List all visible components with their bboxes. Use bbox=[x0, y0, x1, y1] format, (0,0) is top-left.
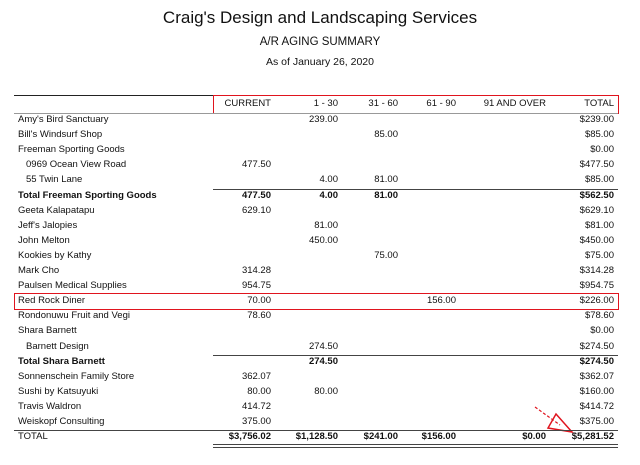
row-cell: $226.00 bbox=[579, 295, 614, 307]
row-label: Geeta Kalapatapu bbox=[18, 204, 95, 216]
row-label: Jeff's Jalopies bbox=[18, 219, 78, 231]
column-header: 91 AND OVER bbox=[483, 98, 546, 109]
row-cell: $954.75 bbox=[579, 280, 614, 292]
row-cell: $274.50 bbox=[579, 340, 614, 352]
row-cell: $274.50 bbox=[579, 355, 614, 367]
row-cell: 477.50 bbox=[241, 189, 271, 201]
subtotal-rule bbox=[213, 188, 618, 190]
row-cell: 450.00 bbox=[308, 234, 338, 246]
row-cell: $314.28 bbox=[579, 265, 614, 276]
row-cell: $414.72 bbox=[579, 400, 614, 412]
row-label: Mark Cho bbox=[18, 265, 60, 276]
column-header: 1 - 30 bbox=[313, 98, 338, 109]
row-cell: 414.72 bbox=[241, 400, 271, 412]
row-label: Amy's Bird Sanctuary bbox=[18, 114, 109, 125]
row-cell: $1,128.50 bbox=[295, 431, 338, 443]
report-subtitle: A/R AGING SUMMARY bbox=[259, 36, 381, 48]
row-cell: $156.00 bbox=[421, 431, 456, 443]
row-cell: $0.00 bbox=[522, 431, 546, 443]
row-cell: $0.00 bbox=[590, 325, 614, 337]
row-cell: 81.00 bbox=[314, 219, 338, 231]
row-cell: $450.00 bbox=[579, 234, 614, 246]
row-cell: 156.00 bbox=[426, 295, 456, 307]
column-header: CURRENT bbox=[224, 98, 271, 109]
row-cell: 85.00 bbox=[374, 129, 398, 141]
row-cell: 477.50 bbox=[241, 159, 271, 171]
total-rule bbox=[14, 430, 618, 432]
row-label: Weiskopf Consulting bbox=[18, 416, 105, 427]
row-cell: $239.00 bbox=[579, 114, 614, 125]
row-label: Total Shara Barnett bbox=[18, 355, 105, 367]
row-cell: 4.00 bbox=[319, 174, 339, 186]
row-cell: 954.75 bbox=[241, 280, 271, 292]
row-cell: $629.10 bbox=[579, 204, 614, 216]
row-cell: 80.00 bbox=[314, 385, 338, 397]
row-cell: $78.60 bbox=[584, 310, 614, 322]
row-cell: 81.00 bbox=[374, 174, 398, 186]
column-header: TOTAL bbox=[584, 98, 614, 109]
row-label: Rondonuwu Fruit and Vegi bbox=[18, 310, 130, 322]
column-header: 31 - 60 bbox=[368, 98, 398, 109]
row-cell: 239.00 bbox=[308, 114, 338, 125]
row-cell: 629.10 bbox=[241, 204, 271, 216]
row-label: Paulsen Medical Supplies bbox=[18, 280, 127, 292]
row-label: Shara Barnett bbox=[18, 325, 77, 337]
row-label: 0969 Ocean View Road bbox=[26, 159, 127, 171]
row-cell: 80.00 bbox=[247, 385, 271, 397]
row-cell: $85.00 bbox=[584, 174, 614, 186]
report-title: Craig's Design and Landscaping Services bbox=[162, 8, 478, 27]
total-label: TOTAL bbox=[18, 431, 48, 443]
row-cell: 362.07 bbox=[241, 370, 271, 382]
row-cell: 4.00 bbox=[319, 189, 339, 201]
row-cell: 274.50 bbox=[308, 355, 338, 367]
row-label: John Melton bbox=[18, 234, 70, 246]
row-cell: 78.60 bbox=[247, 310, 271, 322]
header-underline bbox=[14, 113, 618, 114]
row-cell: $160.00 bbox=[579, 385, 614, 397]
row-cell: 70.00 bbox=[247, 295, 271, 307]
row-cell: $5,281.52 bbox=[571, 431, 614, 443]
total-double-rule bbox=[213, 444, 618, 449]
row-label: 55 Twin Lane bbox=[26, 174, 83, 186]
row-cell: 75.00 bbox=[374, 249, 398, 261]
row-cell: $562.50 bbox=[579, 189, 614, 201]
row-cell: $85.00 bbox=[584, 129, 614, 141]
row-cell: $362.07 bbox=[579, 370, 614, 382]
row-cell: $75.00 bbox=[584, 249, 614, 261]
row-cell: $81.00 bbox=[584, 219, 614, 231]
column-header: 61 - 90 bbox=[426, 98, 456, 109]
row-cell: $3,756.02 bbox=[228, 431, 271, 443]
row-label: Bill's Windsurf Shop bbox=[18, 129, 103, 141]
row-label: Red Rock Diner bbox=[18, 295, 86, 307]
row-label: Travis Waldron bbox=[18, 400, 82, 412]
row-cell: $375.00 bbox=[579, 416, 614, 427]
subtotal-rule bbox=[213, 354, 618, 356]
row-label: Freeman Sporting Goods bbox=[18, 144, 125, 156]
row-cell: 314.28 bbox=[241, 265, 271, 276]
row-highlight bbox=[14, 293, 619, 311]
row-label: Total Freeman Sporting Goods bbox=[18, 189, 157, 201]
row-cell: $0.00 bbox=[590, 144, 614, 156]
row-cell: 274.50 bbox=[308, 340, 338, 352]
row-cell: $477.50 bbox=[579, 159, 614, 171]
report-date: As of January 26, 2020 bbox=[266, 56, 374, 68]
row-cell: 375.00 bbox=[241, 416, 271, 427]
row-cell: $241.00 bbox=[363, 431, 398, 443]
row-cell: 81.00 bbox=[374, 189, 398, 201]
row-label: Kookies by Kathy bbox=[18, 249, 92, 261]
row-label: Barnett Design bbox=[26, 340, 89, 352]
row-label: Sushi by Katsuyuki bbox=[18, 385, 99, 397]
row-label: Sonnenschein Family Store bbox=[18, 370, 135, 382]
